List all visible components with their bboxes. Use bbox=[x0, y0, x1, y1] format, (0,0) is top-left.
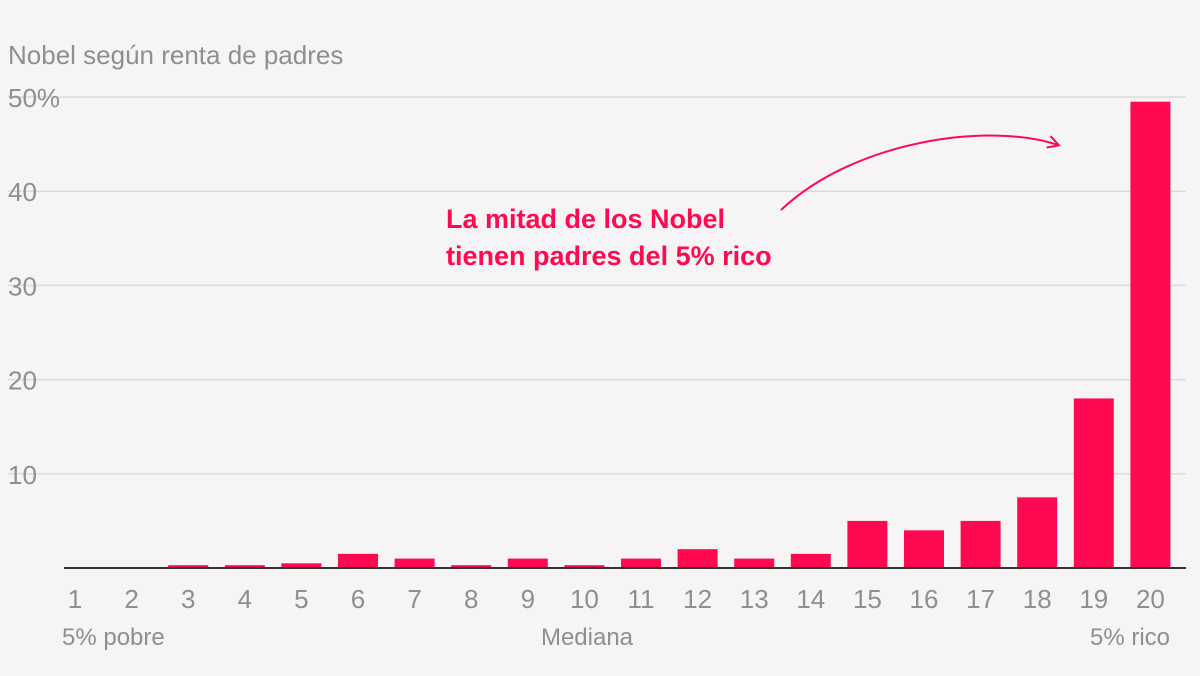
x-tick-label: 12 bbox=[683, 584, 712, 614]
x-tick-label: 13 bbox=[740, 584, 769, 614]
bar-16 bbox=[904, 530, 944, 568]
x-tick-label: 11 bbox=[628, 584, 655, 614]
x-tick-label: 19 bbox=[1079, 584, 1108, 614]
y-tick-label: 50% bbox=[8, 83, 60, 113]
x-tick-label: 15 bbox=[853, 584, 882, 614]
bar-18 bbox=[1017, 497, 1058, 568]
x-tick-label: 7 bbox=[407, 584, 421, 614]
y-axis-ticks: 10 20 30 40 50% bbox=[8, 83, 60, 490]
y-tick-label: 40 bbox=[8, 177, 37, 207]
x-tick-label: 3 bbox=[181, 584, 195, 614]
x-tick-label: 17 bbox=[966, 584, 995, 614]
x-tick-label: 6 bbox=[351, 584, 365, 614]
bar-20 bbox=[1130, 101, 1171, 569]
bar-10 bbox=[564, 565, 605, 568]
bar-15 bbox=[847, 520, 888, 568]
x-tick-label: 14 bbox=[796, 584, 825, 614]
x-axis-ticks: 1 2 3 4 5 6 7 8 9 10 11 12 13 14 15 16 17 18 19 20 bbox=[68, 584, 1165, 614]
bar-17 bbox=[960, 520, 1001, 568]
y-tick-label: 20 bbox=[8, 366, 37, 396]
bar-6 bbox=[338, 553, 378, 568]
x-tick-label: 1 bbox=[68, 584, 82, 614]
bar-5 bbox=[281, 563, 322, 568]
x-tick-label: 10 bbox=[570, 584, 599, 614]
bar-13 bbox=[734, 558, 775, 568]
bar-3 bbox=[168, 565, 209, 568]
annotation-arrow bbox=[780, 134, 1058, 211]
bar-12 bbox=[677, 549, 718, 568]
x-tick-label: 16 bbox=[910, 584, 939, 614]
bar-19 bbox=[1073, 398, 1114, 568]
x-tick-label: 5 bbox=[294, 584, 308, 614]
x-tick-label: 2 bbox=[124, 584, 138, 614]
x-sublabel-left: 5% pobre bbox=[62, 624, 165, 651]
bar-9 bbox=[507, 558, 548, 568]
chart-title: Nobel según renta de padres bbox=[8, 40, 343, 70]
x-tick-label: 4 bbox=[238, 584, 252, 614]
bar-8 bbox=[451, 565, 492, 568]
x-tick-label: 20 bbox=[1136, 584, 1165, 614]
y-tick-label: 10 bbox=[8, 460, 37, 490]
bar-7 bbox=[394, 558, 435, 568]
x-sublabel-middle: Mediana bbox=[541, 624, 634, 651]
x-tick-label: 9 bbox=[521, 584, 535, 614]
annotation-line-2: tienen padres del 5% rico bbox=[446, 241, 772, 271]
x-tick-label: 8 bbox=[464, 584, 478, 614]
x-sublabel-right: 5% rico bbox=[1090, 624, 1170, 651]
bar-14 bbox=[790, 553, 831, 568]
annotation-line-1: La mitad de los Nobel bbox=[446, 204, 725, 234]
bars bbox=[168, 101, 1171, 569]
bar-4 bbox=[224, 565, 265, 568]
y-tick-label: 30 bbox=[8, 271, 37, 301]
gridlines bbox=[8, 96, 1186, 475]
x-tick-label: 18 bbox=[1023, 584, 1052, 614]
bar-11 bbox=[621, 558, 661, 568]
